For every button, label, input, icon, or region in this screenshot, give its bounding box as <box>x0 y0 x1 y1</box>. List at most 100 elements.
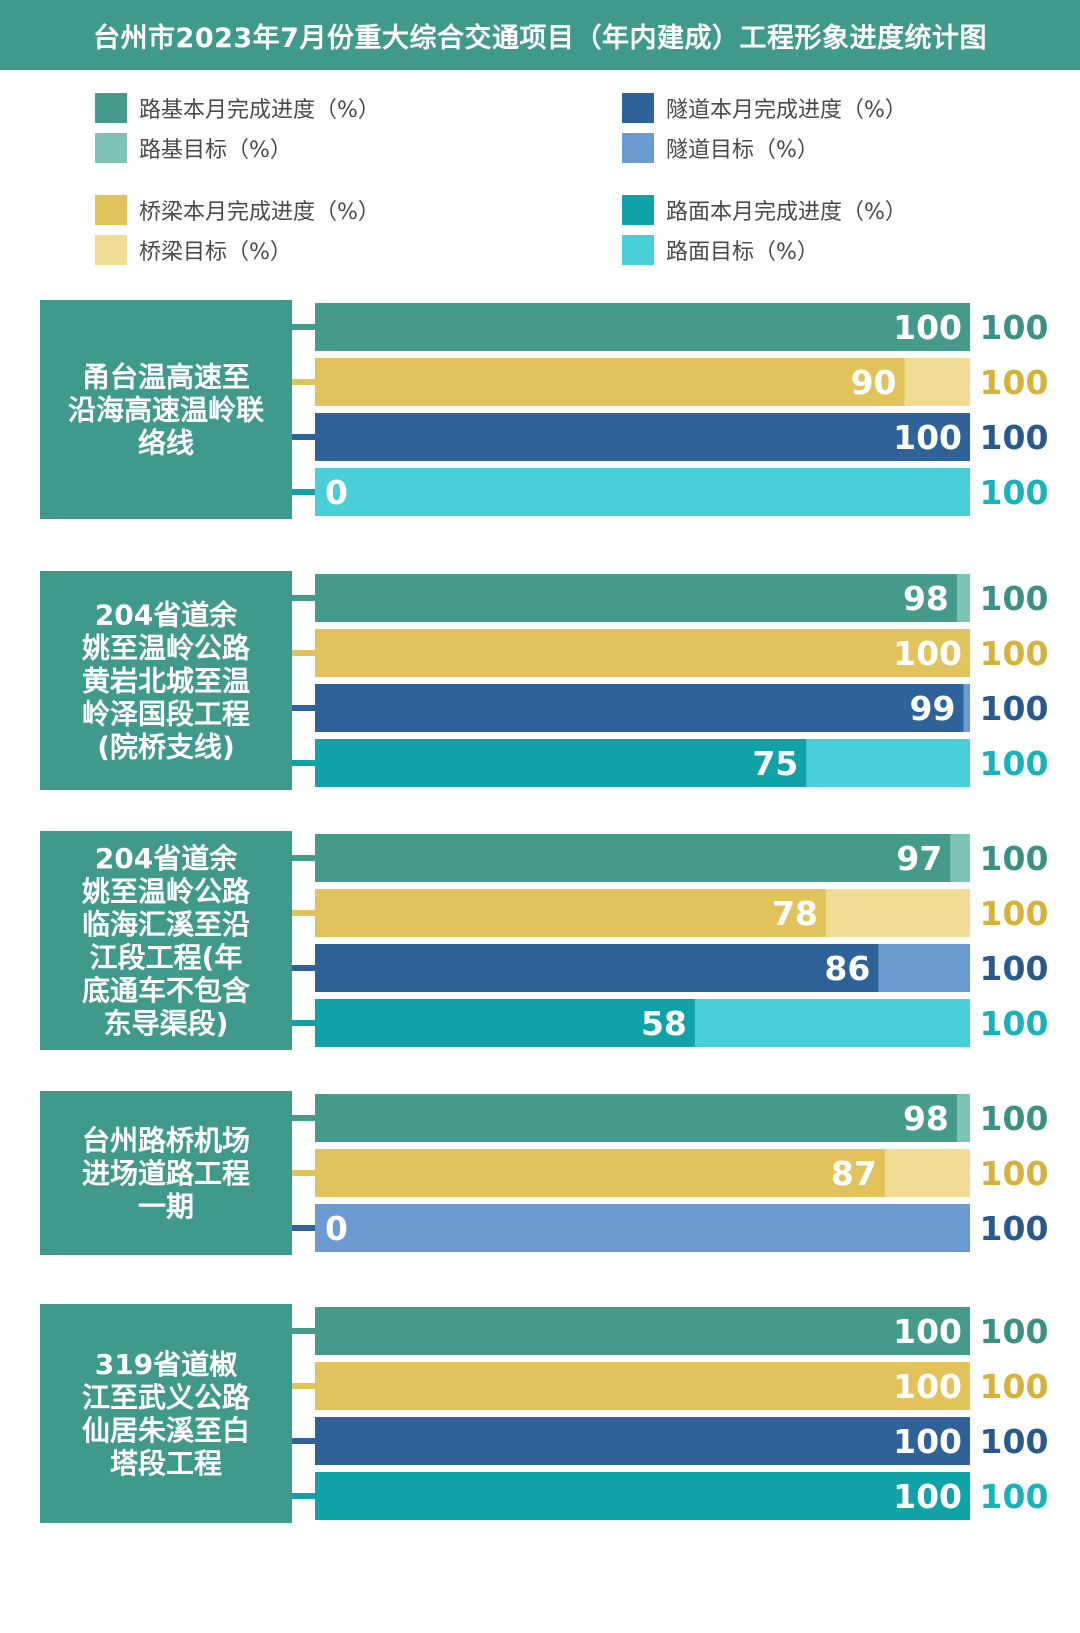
target-label: 100 <box>980 744 1049 783</box>
bar-connector <box>292 910 315 916</box>
value-label: 100 <box>893 1477 962 1516</box>
project-name: 一期 <box>138 1190 194 1223</box>
value-bar <box>315 889 826 937</box>
project-name: (院桥支线) <box>97 731 235 764</box>
value-bar <box>315 1149 885 1197</box>
target-label: 100 <box>980 308 1049 347</box>
bar-connector <box>292 595 315 601</box>
bar-connector <box>292 965 315 971</box>
value-label: 78 <box>772 894 818 933</box>
project-box <box>40 831 292 1050</box>
value-bar <box>315 999 695 1047</box>
value-bar <box>315 1417 970 1465</box>
legend-item: 路基目标（%） <box>95 132 292 164</box>
project-box <box>40 300 292 519</box>
bar-connector <box>292 1225 315 1231</box>
project-name: 319省道椒 <box>95 1348 237 1381</box>
value-label: 75 <box>752 744 798 783</box>
legend-item: 路面本月完成进度（%） <box>622 194 907 226</box>
bar-connector <box>292 1328 315 1334</box>
legend-swatch <box>622 195 654 225</box>
legend-label: 桥梁本月完成进度（%） <box>139 200 380 225</box>
value-label: 97 <box>896 839 942 878</box>
project-name: 临海汇溪至沿 <box>82 908 250 941</box>
legend-item: 隧道目标（%） <box>622 132 819 164</box>
value-label: 100 <box>893 1422 962 1461</box>
value-label: 0 <box>325 1209 348 1248</box>
value-label: 98 <box>903 1099 949 1138</box>
project-name: 甬台温高速至 <box>82 361 250 394</box>
legend-label: 路基目标（%） <box>139 138 292 163</box>
bar-connector <box>292 1115 315 1121</box>
target-label: 100 <box>980 689 1049 728</box>
value-bar <box>315 1307 970 1355</box>
bar-connector <box>292 489 315 495</box>
legend-swatch <box>622 93 654 123</box>
project-name: 黄岩北城至温 <box>82 665 250 698</box>
target-bar <box>315 468 970 516</box>
project-box <box>40 571 292 790</box>
chart-title: 台州市2023年7月份重大综合交通项目（年内建成）工程形象进度统计图 <box>0 0 1080 70</box>
legend-label: 隧道目标（%） <box>666 138 819 163</box>
project-name: 204省道余 <box>95 842 238 875</box>
bar-connector <box>292 1383 315 1389</box>
project-name: 岭泽国段工程 <box>82 698 250 731</box>
target-label: 100 <box>980 634 1049 673</box>
target-label: 100 <box>980 1209 1049 1248</box>
value-bar <box>315 303 970 351</box>
bar-connector <box>292 760 315 766</box>
target-label: 100 <box>980 579 1049 618</box>
value-label: 98 <box>903 579 949 618</box>
target-label: 100 <box>980 418 1049 457</box>
legend-swatch <box>622 235 654 265</box>
bar-connector <box>292 705 315 711</box>
value-bar <box>315 834 951 882</box>
legend-label: 路基本月完成进度（%） <box>139 98 380 123</box>
value-label: 99 <box>910 689 956 728</box>
legend-item: 桥梁本月完成进度（%） <box>95 194 380 226</box>
value-bar <box>315 574 957 622</box>
value-label: 58 <box>641 1004 687 1043</box>
legend-label: 路面本月完成进度（%） <box>666 200 907 225</box>
bar-connector <box>292 1438 315 1444</box>
value-bar <box>315 358 905 406</box>
target-bar <box>315 1204 970 1252</box>
legend-label: 隧道本月完成进度（%） <box>666 98 907 123</box>
legend-swatch <box>95 235 127 265</box>
bar-connector <box>292 650 315 656</box>
project-name: 台州路桥机场 <box>82 1124 250 1157</box>
value-bar <box>315 684 964 732</box>
value-label: 0 <box>325 473 348 512</box>
value-bar <box>315 739 807 787</box>
bar-connector <box>292 324 315 330</box>
project-name: 204省道余 <box>95 599 238 632</box>
project-name: 底通车不包含 <box>82 974 251 1007</box>
legend-item: 隧道本月完成进度（%） <box>622 92 907 124</box>
project-name: 江至武义公路 <box>82 1381 251 1414</box>
value-label: 90 <box>851 363 897 402</box>
value-bar <box>315 413 970 461</box>
project-box <box>40 1091 292 1255</box>
legend: 路基本月完成进度（%） 隧道本月完成进度（%） 路基目标（%） 隧道目标（%） … <box>0 80 1080 280</box>
target-label: 100 <box>980 949 1049 988</box>
project-name: 江段工程(年 <box>90 941 243 974</box>
value-bar <box>315 1094 957 1142</box>
value-label: 100 <box>893 418 962 457</box>
target-label: 100 <box>980 1154 1049 1193</box>
project-name: 仙居朱溪至白 <box>82 1414 250 1447</box>
target-label: 100 <box>980 1422 1049 1461</box>
legend-label: 路面目标（%） <box>666 240 819 265</box>
target-label: 100 <box>980 473 1049 512</box>
value-label: 100 <box>893 634 962 673</box>
project-name: 塔段工程 <box>110 1447 222 1480</box>
project-name: 沿海高速温岭联 <box>68 394 264 427</box>
legend-item: 路基本月完成进度（%） <box>95 92 380 124</box>
bar-connector <box>292 1170 315 1176</box>
legend-swatch <box>95 133 127 163</box>
project-name: 姚至温岭公路 <box>81 632 251 665</box>
value-bar <box>315 1472 970 1520</box>
project-box <box>40 1304 292 1523</box>
project-name: 姚至温岭公路 <box>81 875 251 908</box>
target-label: 100 <box>980 1099 1049 1138</box>
